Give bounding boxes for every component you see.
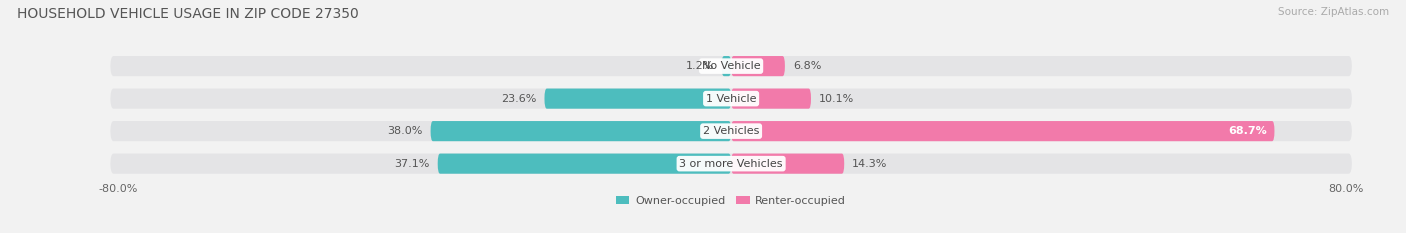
FancyBboxPatch shape	[110, 154, 1353, 174]
Text: 23.6%: 23.6%	[501, 94, 537, 104]
Text: 80.0%: 80.0%	[1329, 184, 1364, 194]
Text: 2 Vehicles: 2 Vehicles	[703, 126, 759, 136]
FancyBboxPatch shape	[430, 121, 731, 141]
FancyBboxPatch shape	[437, 154, 731, 174]
FancyBboxPatch shape	[110, 89, 1353, 109]
Text: HOUSEHOLD VEHICLE USAGE IN ZIP CODE 27350: HOUSEHOLD VEHICLE USAGE IN ZIP CODE 2735…	[17, 7, 359, 21]
FancyBboxPatch shape	[110, 121, 1353, 141]
Text: 37.1%: 37.1%	[395, 159, 430, 169]
Text: Source: ZipAtlas.com: Source: ZipAtlas.com	[1278, 7, 1389, 17]
Text: -80.0%: -80.0%	[98, 184, 138, 194]
Legend: Owner-occupied, Renter-occupied: Owner-occupied, Renter-occupied	[616, 196, 846, 206]
Text: 14.3%: 14.3%	[852, 159, 887, 169]
FancyBboxPatch shape	[731, 154, 844, 174]
FancyBboxPatch shape	[544, 89, 731, 109]
Text: 1.2%: 1.2%	[685, 61, 714, 71]
Text: 10.1%: 10.1%	[818, 94, 855, 104]
FancyBboxPatch shape	[731, 56, 785, 76]
Text: 6.8%: 6.8%	[793, 61, 821, 71]
FancyBboxPatch shape	[110, 56, 1353, 76]
Text: 1 Vehicle: 1 Vehicle	[706, 94, 756, 104]
FancyBboxPatch shape	[731, 89, 811, 109]
Text: 38.0%: 38.0%	[387, 126, 423, 136]
FancyBboxPatch shape	[731, 121, 1274, 141]
FancyBboxPatch shape	[721, 56, 731, 76]
Text: 68.7%: 68.7%	[1227, 126, 1267, 136]
Text: No Vehicle: No Vehicle	[702, 61, 761, 71]
Text: 3 or more Vehicles: 3 or more Vehicles	[679, 159, 783, 169]
